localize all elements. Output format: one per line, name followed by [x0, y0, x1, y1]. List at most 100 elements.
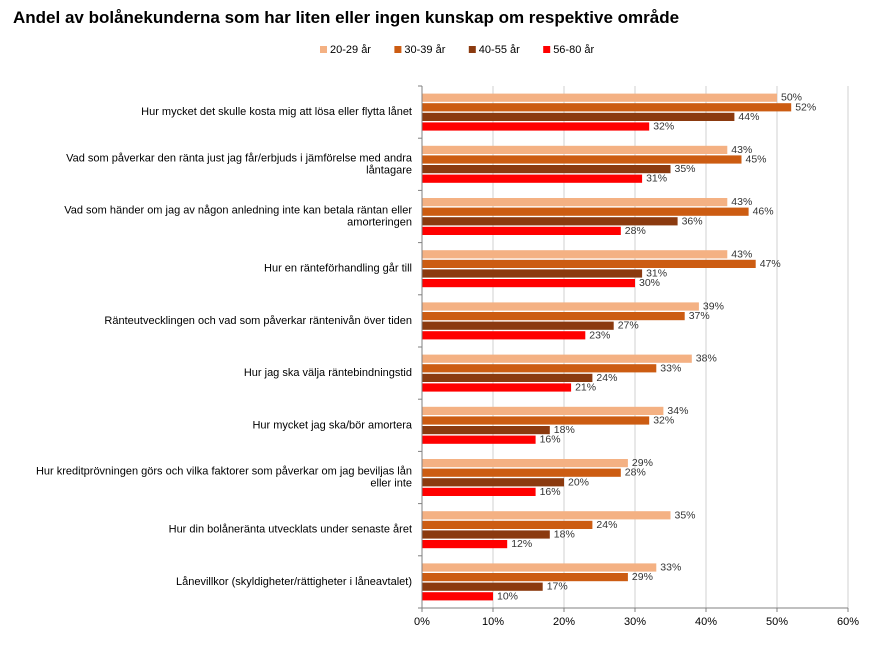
data-label: 36%: [682, 215, 703, 227]
data-label: 47%: [760, 258, 781, 270]
bar: [422, 207, 749, 216]
chart-title: Andel av bolånekunderna som har liten el…: [13, 8, 680, 27]
category-label: Hur en ränteförhandling går till: [264, 263, 412, 275]
data-label: 17%: [547, 581, 568, 593]
bar: [422, 312, 685, 321]
data-label: 21%: [575, 382, 596, 394]
bar: [422, 155, 742, 164]
category-label: Hur jag ska välja räntebindningstid: [244, 367, 412, 379]
category-label: amorteringen: [347, 217, 412, 229]
bar: [422, 468, 621, 477]
legend-swatch: [320, 46, 327, 53]
data-label: 16%: [540, 486, 561, 498]
bar: [422, 122, 650, 131]
data-label: 34%: [667, 405, 688, 417]
data-label: 23%: [589, 329, 610, 341]
bar: [422, 279, 635, 288]
data-label: 31%: [646, 268, 667, 280]
data-label: 44%: [738, 111, 759, 123]
data-label: 50%: [781, 92, 802, 104]
data-label: 29%: [632, 457, 653, 469]
data-label: 27%: [618, 320, 639, 332]
legend-swatch: [543, 46, 551, 53]
bar: [422, 573, 628, 582]
bar: [422, 459, 628, 468]
data-label: 24%: [596, 372, 617, 384]
bar: [422, 354, 692, 363]
bar: [422, 582, 543, 591]
legend-label: 56-80 år: [553, 44, 594, 56]
x-tick-label: 10%: [482, 616, 504, 628]
data-label: 28%: [625, 225, 646, 237]
legend-swatch: [394, 46, 402, 53]
bar: [422, 592, 493, 601]
bar: [422, 269, 643, 278]
x-tick-label: 30%: [624, 616, 646, 628]
data-label: 20%: [568, 476, 589, 488]
bar: [422, 321, 614, 330]
data-label: 45%: [746, 154, 767, 166]
bar: [422, 198, 728, 207]
data-label: 32%: [653, 121, 674, 133]
bar: [422, 259, 756, 268]
x-tick-label: 20%: [553, 616, 575, 628]
category-label: Vad som händer om jag av någon anledning…: [64, 205, 412, 217]
bar: [422, 93, 777, 102]
data-label: 46%: [753, 206, 774, 218]
data-label: 31%: [646, 173, 667, 185]
bar: [422, 426, 550, 435]
category-label: Hur kreditprövningen görs och vilka fakt…: [36, 466, 412, 478]
category-label: Ränteutvecklingen och vad som påverkar r…: [104, 315, 412, 327]
bar: [422, 406, 664, 415]
data-label: 52%: [795, 101, 816, 113]
data-label: 43%: [731, 248, 752, 260]
legend-swatch: [468, 46, 476, 53]
legend-label: 30-39 år: [404, 44, 445, 56]
category-label: Hur mycket det skulle kosta mig att lösa…: [141, 106, 412, 118]
bar: [422, 416, 650, 425]
data-label: 43%: [731, 196, 752, 208]
bar: [422, 302, 699, 311]
data-label: 12%: [511, 538, 532, 550]
bar: [422, 487, 536, 496]
bar: [422, 540, 508, 549]
bar: [422, 250, 728, 259]
bar: [422, 174, 643, 183]
data-label: 43%: [731, 144, 752, 156]
data-label: 10%: [497, 590, 518, 602]
data-label: 33%: [660, 362, 681, 374]
data-label: 29%: [632, 571, 653, 583]
bar: [422, 103, 792, 112]
data-label: 18%: [554, 424, 575, 436]
data-label: 16%: [540, 434, 561, 446]
category-label: Vad som påverkar den ränta just jag får/…: [66, 152, 413, 164]
data-label: 38%: [696, 353, 717, 365]
category-label: eller inte: [370, 478, 412, 490]
bar: [422, 373, 593, 382]
bar: [422, 435, 536, 444]
data-label: 37%: [689, 310, 710, 322]
x-tick-label: 0%: [414, 616, 430, 628]
bar: [422, 165, 671, 174]
bar: [422, 563, 657, 572]
data-label: 18%: [554, 529, 575, 541]
data-label: 28%: [625, 467, 646, 479]
data-label: 33%: [660, 562, 681, 574]
data-label: 32%: [653, 415, 674, 427]
bar: [422, 226, 621, 235]
x-tick-label: 40%: [695, 616, 717, 628]
category-label: Hur mycket jag ska/bör amortera: [252, 419, 412, 431]
data-label: 30%: [639, 277, 660, 289]
bar: [422, 145, 728, 154]
x-tick-label: 50%: [766, 616, 788, 628]
legend-label: 40-55 år: [479, 44, 520, 56]
bar: [422, 331, 586, 340]
data-label: 24%: [596, 519, 617, 531]
bar: [422, 511, 671, 520]
legend-label: 20-29 år: [330, 44, 371, 56]
bar: [422, 364, 657, 373]
x-tick-label: 60%: [837, 616, 859, 628]
data-label: 35%: [675, 163, 696, 175]
category-label: Lånevillkor (skyldigheter/rättigheter i …: [176, 576, 412, 588]
